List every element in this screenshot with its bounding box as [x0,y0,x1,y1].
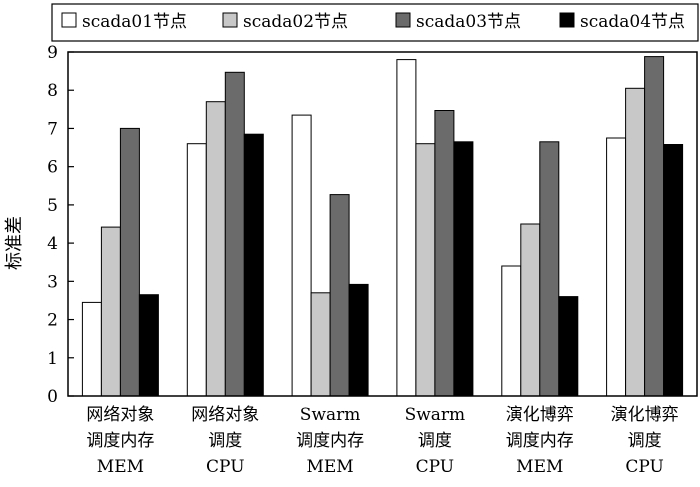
y-tick-label: 1 [47,349,58,369]
x-category-label-6-line-1: 演化博弈 [611,405,679,425]
x-category-label-4-line-2: 调度 [418,431,452,451]
bar-3-6 [644,56,665,397]
x-category-label-4-line-1: Swarm [405,405,466,425]
bar-3-1 [119,127,140,397]
legend-label-2: scada02节点 [243,12,348,32]
x-category-label-4-line-3: CPU [416,457,454,477]
x-category-label-5-line-2: 调度内存 [506,431,574,451]
bar-2-4 [415,143,436,397]
y-tick-label: 8 [47,81,58,101]
x-category-label-2-line-2: 调度 [208,431,242,451]
y-axis-label: 标准差 [4,216,25,270]
bar-3-5 [539,141,560,397]
y-tick-label: 6 [47,158,58,178]
y-tick-label: 0 [47,387,58,407]
bar-3-2 [224,71,245,397]
y-tick-label: 4 [47,234,58,254]
bar-4-4 [453,141,474,397]
bar-1-4 [396,59,417,397]
bar-1-3 [291,114,312,397]
x-category-label-5-line-3: MEM [516,457,563,477]
y-tick-label: 5 [47,196,58,216]
legend-swatch-2 [222,12,238,28]
bar-2-2 [205,101,226,397]
x-category-label-2-line-3: CPU [206,457,244,477]
x-category-label-3-line-1: Swarm [300,405,361,425]
x-category-label-3-line-2: 调度内存 [296,431,364,451]
plot-frame [67,51,698,397]
legend-label-4: scada04节点 [580,12,685,32]
legend-label-3: scada03节点 [416,12,521,32]
legend-swatch-1 [61,12,77,28]
bar-2-3 [310,292,331,397]
x-category-label-1-line-3: MEM [97,457,144,477]
x-category-label-3-line-3: MEM [306,457,353,477]
y-tick-label: 2 [47,311,58,331]
bar-2-6 [625,87,646,397]
x-category-label-6-line-2: 调度 [628,431,662,451]
bar-4-3 [348,283,369,397]
bar-4-5 [558,296,579,397]
bars-layer [81,56,684,397]
x-category-label-5-line-1: 演化博弈 [506,405,574,425]
bar-1-2 [186,143,207,397]
y-tick-label: 9 [47,43,58,63]
legend-swatch-4 [559,12,575,28]
y-tick-label: 3 [47,272,58,292]
bar-1-5 [501,265,522,397]
bar-2-1 [100,226,121,397]
x-category-label-1-line-1: 网络对象 [86,405,154,425]
bar-4-6 [663,144,684,397]
bar-1-1 [81,301,102,397]
bar-1-6 [606,137,627,397]
legend-box [51,3,699,42]
bar-4-1 [138,294,159,397]
bar-3-3 [329,194,350,397]
x-category-label-1-line-2: 调度内存 [86,431,154,451]
legend: scada01节点 scada02节点 scada03节点 scada04节点 [51,3,699,42]
x-category-label-6-line-3: CPU [625,457,663,477]
bar-3-4 [434,110,455,397]
legend-swatch-3 [395,12,411,28]
x-category-label-2-line-1: 网络对象 [191,405,259,425]
bar-2-5 [520,223,541,397]
bar-4-2 [243,133,264,397]
legend-label-1: scada01节点 [82,12,187,32]
y-tick-label: 7 [47,119,58,139]
